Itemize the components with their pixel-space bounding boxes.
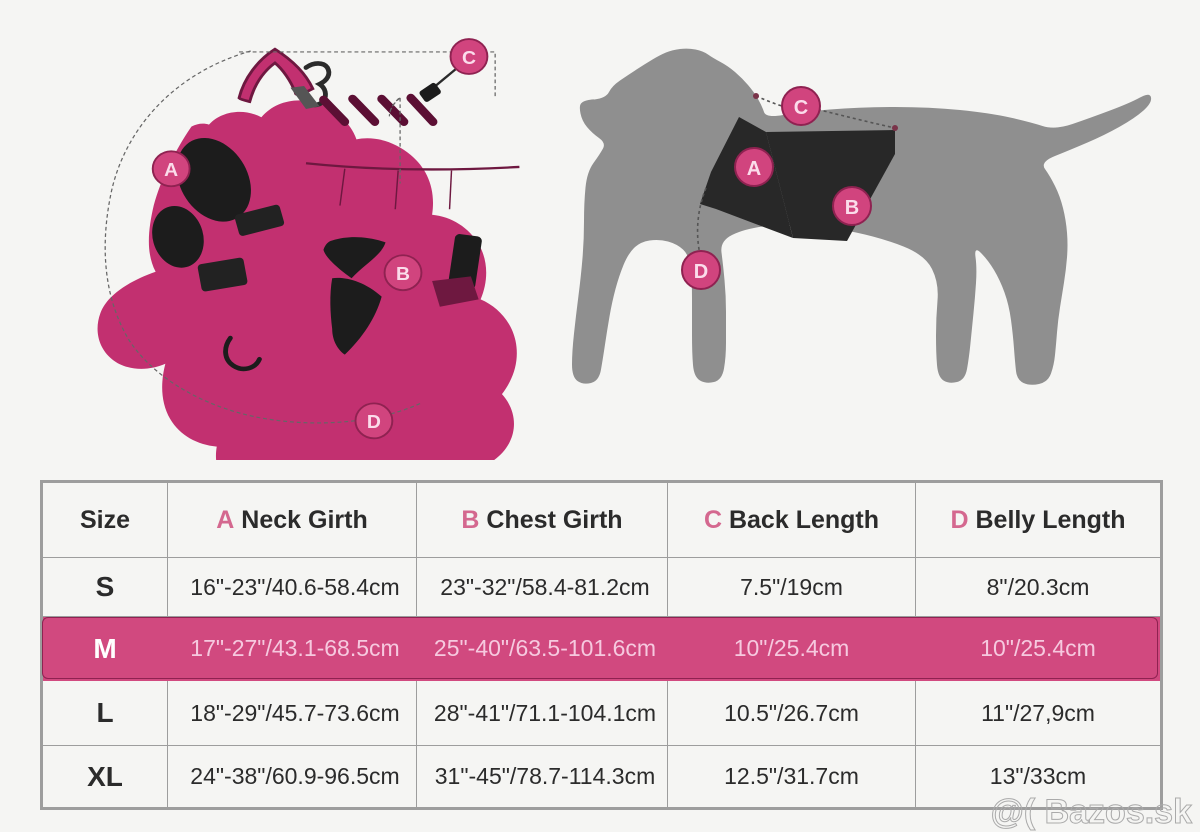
svg-text:C: C (794, 97, 808, 119)
svg-text:A: A (747, 158, 761, 180)
svg-text:C: C (462, 48, 476, 68)
svg-text:D: D (367, 413, 381, 433)
svg-text:B: B (396, 265, 410, 285)
svg-text:B: B (845, 197, 859, 219)
svg-text:D: D (694, 261, 708, 283)
svg-text:A: A (164, 161, 178, 181)
